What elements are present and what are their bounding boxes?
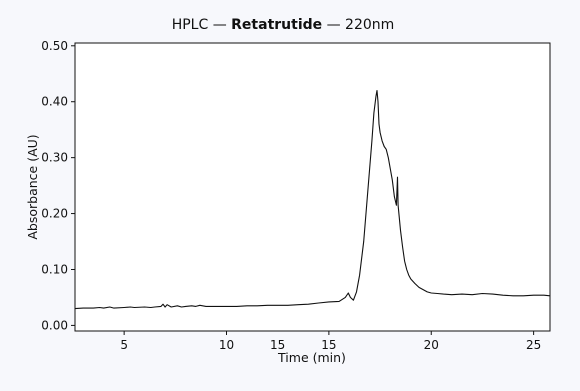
x-axis-title: Time (min) [277,350,346,365]
x-tick-label: 20 [424,338,439,352]
y-axis-title: Absorbance (AU) [25,134,40,239]
y-tick-label: 0.00 [41,318,68,332]
x-tick-label: 10 [219,338,234,352]
x-axis: 5 10 15 15 20 25 [120,331,541,352]
plot-area-frame [74,42,551,332]
x-tick-label: 15 [321,338,336,352]
x-tick-label: 5 [120,338,128,352]
chart-title: HPLC — Retatrutide — 220nm [172,17,395,33]
x-tick-label: 15 [270,338,285,352]
y-tick-label: 0.10 [41,262,68,276]
title-suffix: — 220nm [322,17,394,33]
title-prefix: HPLC — [172,17,231,33]
y-tick-label: 0.20 [41,207,68,221]
x-tick-label: 25 [526,338,541,352]
y-axis: 0.00 0.10 0.20 0.30 0.40 0.50 [41,39,75,332]
absorbance-trace [74,89,551,310]
title-compound: Retatrutide [231,17,322,33]
y-tick-label: 0.40 [41,95,68,109]
y-tick-label: 0.30 [41,151,68,165]
y-tick-label: 0.50 [41,39,68,53]
